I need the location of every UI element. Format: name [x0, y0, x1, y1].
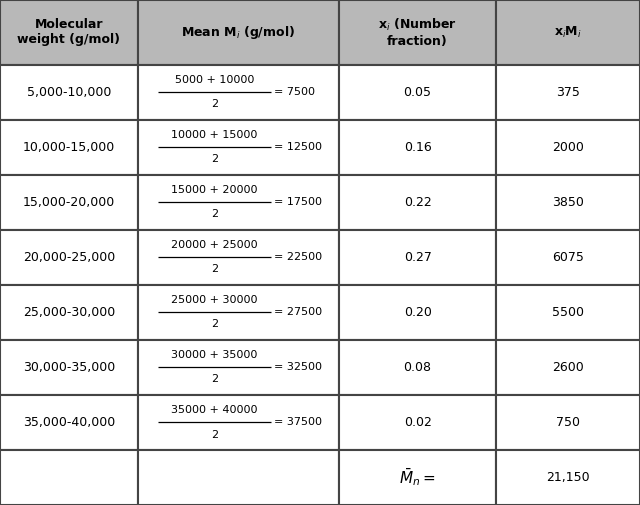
Bar	[0, 340, 138, 395]
Bar	[496, 120, 640, 175]
Bar	[339, 175, 496, 230]
Text: x$_i$ (Number
fraction): x$_i$ (Number fraction)	[378, 17, 457, 48]
Text: = 37500: = 37500	[274, 418, 322, 427]
Text: 2: 2	[211, 320, 218, 329]
Bar	[339, 120, 496, 175]
Text: 375: 375	[556, 86, 580, 98]
Text: 0.02: 0.02	[404, 416, 431, 429]
Text: 35000 + 40000: 35000 + 40000	[171, 406, 257, 415]
Bar	[496, 340, 640, 395]
Text: 2600: 2600	[552, 361, 584, 374]
Bar	[138, 120, 339, 175]
Text: = 17500: = 17500	[274, 197, 322, 207]
Bar	[339, 285, 496, 340]
Text: 15000 + 20000: 15000 + 20000	[171, 185, 257, 195]
Text: 2: 2	[211, 265, 218, 274]
Bar	[0, 175, 138, 230]
Text: 5000 + 10000: 5000 + 10000	[175, 75, 254, 85]
Bar	[138, 0, 339, 65]
Text: Mean M$_i$ (g/mol): Mean M$_i$ (g/mol)	[181, 24, 296, 41]
Text: $\bar{M}_n =$: $\bar{M}_n =$	[399, 467, 436, 488]
Text: x$_i$M$_i$: x$_i$M$_i$	[554, 25, 582, 40]
Bar	[496, 175, 640, 230]
Bar	[138, 230, 339, 285]
Bar	[0, 120, 138, 175]
Text: 6075: 6075	[552, 251, 584, 264]
Bar	[0, 0, 138, 65]
Bar	[339, 0, 496, 65]
Bar	[339, 395, 496, 450]
Text: 3850: 3850	[552, 196, 584, 209]
Text: 20,000-25,000: 20,000-25,000	[22, 251, 115, 264]
Text: = 27500: = 27500	[274, 308, 322, 317]
Text: = 12500: = 12500	[274, 142, 322, 152]
Bar	[339, 340, 496, 395]
Bar	[496, 0, 640, 65]
Bar	[0, 450, 138, 505]
Text: 5,000-10,000: 5,000-10,000	[27, 86, 111, 98]
Text: 25000 + 30000: 25000 + 30000	[171, 295, 257, 305]
Bar	[339, 230, 496, 285]
Bar	[138, 65, 339, 120]
Text: 0.08: 0.08	[404, 361, 431, 374]
Text: 25,000-30,000: 25,000-30,000	[22, 306, 115, 319]
Text: 0.16: 0.16	[404, 141, 431, 154]
Bar	[0, 285, 138, 340]
Text: 30,000-35,000: 30,000-35,000	[22, 361, 115, 374]
Text: 2: 2	[211, 155, 218, 164]
Text: 750: 750	[556, 416, 580, 429]
Bar	[339, 65, 496, 120]
Text: 20000 + 25000: 20000 + 25000	[171, 240, 257, 250]
Bar	[496, 450, 640, 505]
Text: 0.20: 0.20	[404, 306, 431, 319]
Bar	[138, 450, 339, 505]
Bar	[0, 395, 138, 450]
Text: 2: 2	[211, 430, 218, 439]
Text: 15,000-20,000: 15,000-20,000	[22, 196, 115, 209]
Text: 0.22: 0.22	[404, 196, 431, 209]
Text: 35,000-40,000: 35,000-40,000	[22, 416, 115, 429]
Bar	[138, 340, 339, 395]
Text: 2: 2	[211, 99, 218, 109]
Text: Molecular
weight (g/mol): Molecular weight (g/mol)	[17, 18, 120, 46]
Text: 10000 + 15000: 10000 + 15000	[171, 130, 257, 140]
Bar	[138, 395, 339, 450]
Bar	[138, 285, 339, 340]
Bar	[339, 450, 496, 505]
Text: 0.05: 0.05	[404, 86, 431, 98]
Text: 5500: 5500	[552, 306, 584, 319]
Bar	[496, 65, 640, 120]
Bar	[0, 65, 138, 120]
Text: 30000 + 35000: 30000 + 35000	[171, 350, 257, 360]
Text: 21,150: 21,150	[546, 471, 590, 484]
Text: = 7500: = 7500	[274, 87, 315, 97]
Bar	[0, 230, 138, 285]
Text: 2: 2	[211, 375, 218, 384]
Bar	[496, 395, 640, 450]
Text: 2000: 2000	[552, 141, 584, 154]
Bar	[496, 285, 640, 340]
Text: = 22500: = 22500	[274, 252, 322, 262]
Text: = 32500: = 32500	[274, 363, 322, 372]
Text: 2: 2	[211, 210, 218, 219]
Text: 10,000-15,000: 10,000-15,000	[22, 141, 115, 154]
Text: 0.27: 0.27	[404, 251, 431, 264]
Bar	[138, 175, 339, 230]
Bar	[496, 230, 640, 285]
